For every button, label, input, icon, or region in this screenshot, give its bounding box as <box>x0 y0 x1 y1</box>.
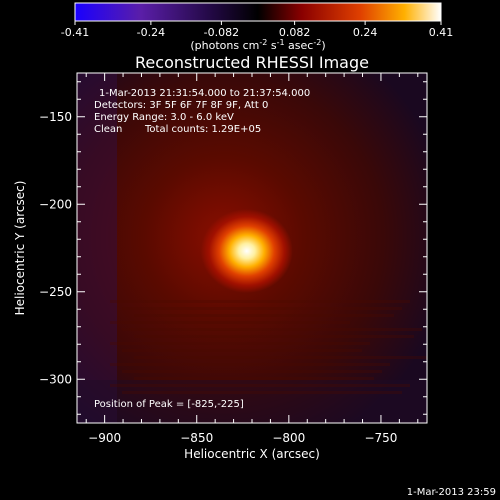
footer-date: 1-Mar-2013 23:59 <box>407 487 496 498</box>
x-axis-label: Heliocentric X (arcsec) <box>184 447 320 461</box>
colorbar-tick-label: -0.24 <box>137 26 165 39</box>
x-tick-label: −800 <box>272 431 305 445</box>
axes: −900 −850 −800 −750 −150 −200 −250 −300 <box>39 73 427 445</box>
info-time: 1-Mar-2013 21:31:54.000 to 21:37:54.000 <box>99 88 310 99</box>
y-tick-label: −200 <box>39 197 72 211</box>
y-tick-label: −250 <box>39 285 72 299</box>
heatmap-image <box>77 73 427 423</box>
colorbar <box>74 2 442 22</box>
chart-title: Reconstructed RHESSI Image <box>135 53 369 72</box>
colorbar-tick-label: 0.24 <box>353 26 378 39</box>
x-tick-label: −900 <box>88 431 121 445</box>
info-clean: Clean <box>94 124 122 135</box>
colorbar-units: (photons cm-2 s-1 asec-2) <box>190 38 325 52</box>
x-tick-label: −750 <box>364 431 397 445</box>
info-detectors: Detectors: 3F 5F 6F 7F 8F 9F, Att 0 <box>94 100 268 111</box>
y-axis-label: Heliocentric Y (arcsec) <box>13 181 27 316</box>
colorbar-ticks: -0.41 -0.24 -0.082 0.082 0.24 0.41 <box>61 21 453 39</box>
y-tick-label: −300 <box>39 372 72 386</box>
peak-position: Position of Peak = [-825,-225] <box>94 399 244 410</box>
info-energy: Energy Range: 3.0 - 6.0 keV <box>94 112 234 123</box>
colorbar-tick-label: 0.41 <box>429 26 454 39</box>
y-tick-label: −150 <box>39 110 72 124</box>
colorbar-tick-label: 0.082 <box>279 26 311 39</box>
peak-source <box>200 209 293 293</box>
info-counts: Total counts: 1.29E+05 <box>144 124 261 135</box>
colorbar-tick-label: -0.082 <box>204 26 239 39</box>
colorbar-tick-label: -0.41 <box>61 26 89 39</box>
x-tick-label: −850 <box>180 431 213 445</box>
